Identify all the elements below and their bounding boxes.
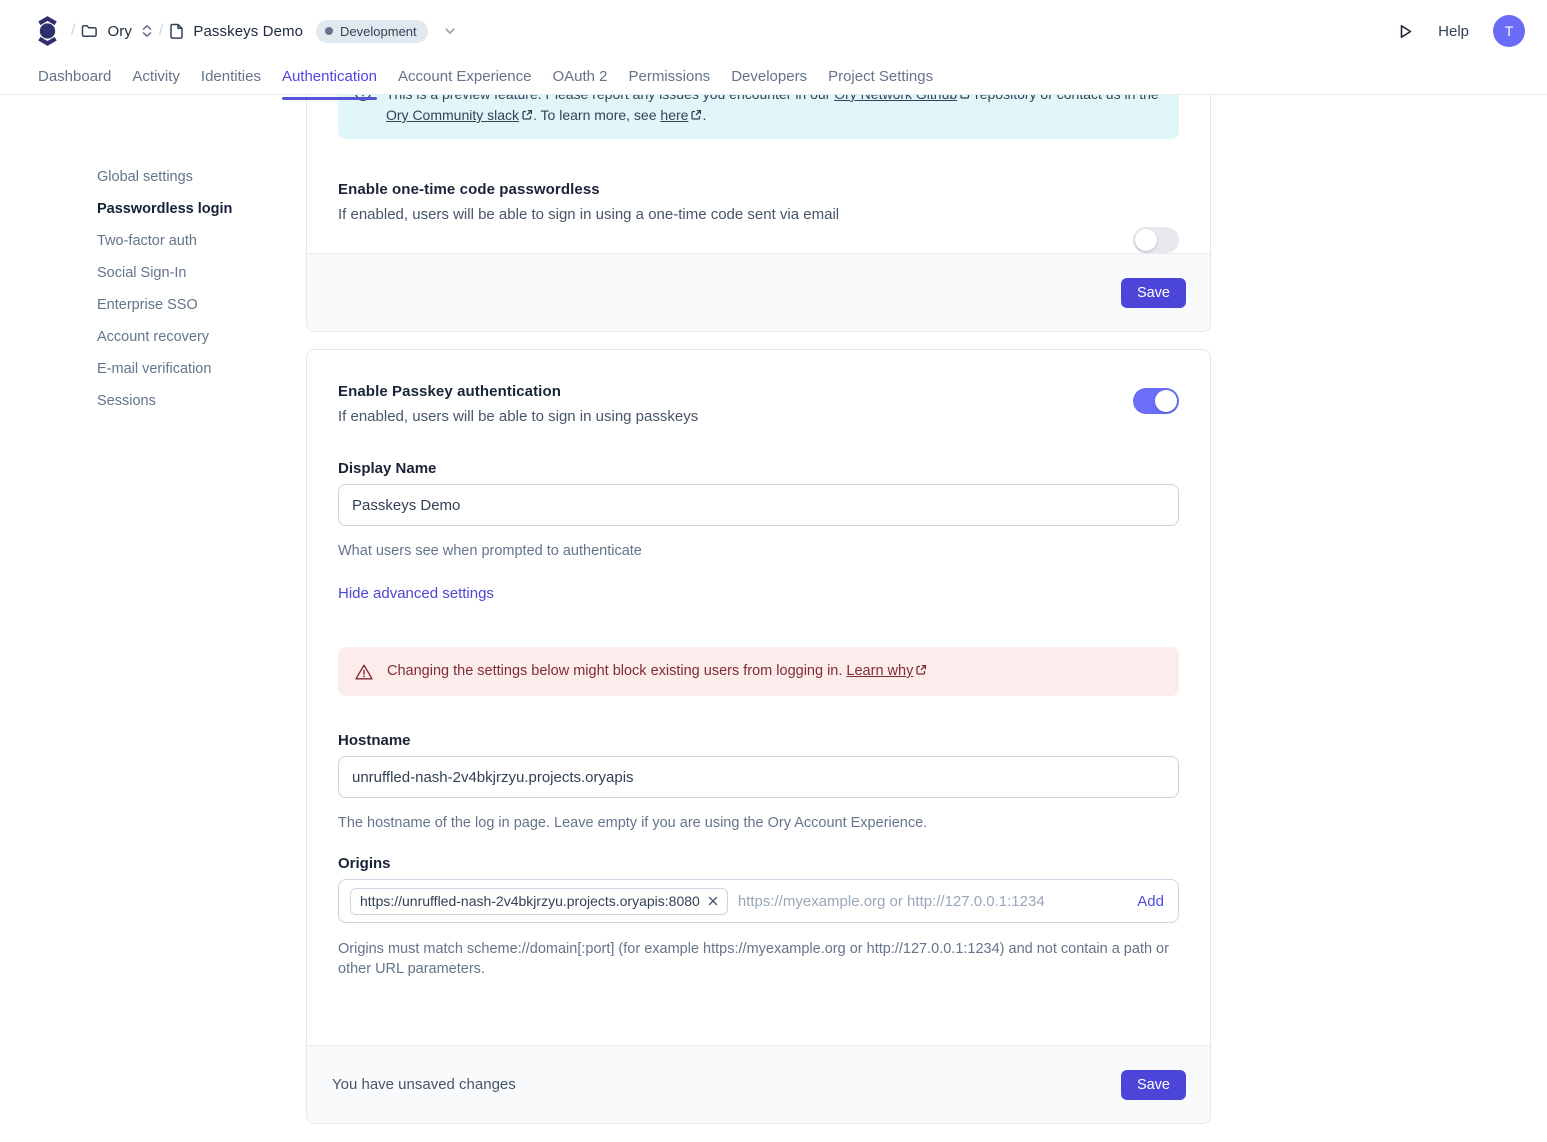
avatar-initial: T [1504,23,1514,39]
warning-icon [355,664,373,679]
breadcrumb-separator: / [158,22,164,39]
learn-more-here-link[interactable]: here [660,107,702,123]
ory-logo[interactable] [36,16,59,46]
toggle-knob [1135,229,1157,251]
tab-account-experience[interactable]: Account Experience [398,68,532,85]
toggle-knob [1155,390,1177,412]
origin-chip-value: https://unruffled-nash-2v4bkjrzyu.projec… [360,893,700,909]
display-name-input[interactable] [338,484,1179,526]
hostname-helper: The hostname of the log in page. Leave e… [338,815,928,831]
sidebar-item-two-factor-auth[interactable]: Two-factor auth [97,233,197,249]
passkey-save-button[interactable]: Save [1120,1069,1186,1100]
warning-banner: Changing the settings below might block … [338,647,1179,696]
external-link-icon [916,664,927,675]
tab-authentication[interactable]: Authentication [281,66,378,100]
origin-chip: https://unruffled-nash-2v4bkjrzyu.projec… [350,887,728,915]
main-nav-tabs: Dashboard Activity Identities Authentica… [38,62,934,100]
chevron-up-down-icon [142,25,152,37]
origins-input-group: https://unruffled-nash-2v4bkjrzyu.projec… [338,879,1179,923]
tab-project-settings[interactable]: Project Settings [828,68,934,85]
tab-dashboard[interactable]: Dashboard [38,68,112,85]
learn-why-link[interactable]: Learn why [846,663,927,679]
passkey-toggle[interactable] [1133,388,1179,414]
external-link-icon [522,109,533,120]
tab-permissions[interactable]: Permissions [628,68,711,85]
sidebar-item-enterprise-sso[interactable]: Enterprise SSO [97,297,198,313]
sidebar-item-sessions[interactable]: Sessions [97,393,156,409]
settings-sidebar: Global settings Passwordless login Two-f… [97,170,287,426]
otp-save-button[interactable]: Save [1120,277,1186,308]
passkey-card: Enable Passkey authentication If enabled… [306,349,1211,1124]
display-name-helper: What users see when prompted to authenti… [338,543,642,559]
project-selector[interactable]: Passkeys Demo Development [163,16,462,47]
sidebar-item-passwordless-login[interactable]: Passwordless login [97,201,233,217]
remove-origin-button[interactable] [708,896,718,906]
tab-activity[interactable]: Activity [132,68,180,85]
otp-section-title: Enable one-time code passwordless [338,181,600,198]
origins-input[interactable] [737,892,1128,910]
play-icon[interactable] [1397,23,1414,40]
sidebar-item-account-recovery[interactable]: Account recovery [97,329,210,345]
tab-identities[interactable]: Identities [200,68,261,85]
environment-badge: Development [316,19,428,43]
hostname-input[interactable] [338,756,1179,798]
workspace-selector[interactable]: Ory [75,19,158,44]
close-icon [708,896,718,906]
user-avatar[interactable]: T [1493,15,1525,47]
help-link[interactable]: Help [1438,22,1469,40]
tab-oauth2[interactable]: OAuth 2 [552,68,608,85]
passkey-section-title: Enable Passkey authentication [338,383,561,400]
preview-banner-text: . To learn more, see [533,107,661,123]
chevron-down-icon[interactable] [443,24,457,38]
external-link-icon [691,109,702,120]
top-bar: / Ory / Passkeys Demo Development Help T [0,0,1547,62]
project-name: Passkeys Demo [193,22,304,40]
ory-logo-icon [38,16,57,46]
document-icon [170,23,184,39]
origins-label: Origins [338,855,391,872]
warning-text: Changing the settings below might block … [387,663,847,679]
sidebar-item-email-verification[interactable]: E-mail verification [97,361,212,377]
main-content: This is a preview feature. Please report… [306,0,1211,1124]
ory-community-slack-link[interactable]: Ory Community slack [386,107,533,123]
origins-helper: Origins must match scheme://domain[:port… [338,941,1169,977]
breadcrumb-separator: / [71,22,76,39]
tab-developers[interactable]: Developers [731,68,808,85]
status-dot [325,27,334,35]
otp-card-footer: Save [307,253,1210,331]
sidebar-item-social-sign-in[interactable]: Social Sign-In [97,265,187,281]
otp-toggle[interactable] [1133,227,1179,253]
environment-badge-label: Development [340,23,417,39]
app-header: / Ory / Passkeys Demo Development Help T… [0,0,1547,100]
passkey-card-footer: You have unsaved changes Save [307,1045,1210,1123]
hide-advanced-settings-link[interactable]: Hide advanced settings [338,585,494,602]
folder-icon [82,25,98,37]
hostname-label: Hostname [338,732,411,749]
workspace-name: Ory [107,22,132,40]
passkey-section-description: If enabled, users will be able to sign i… [338,408,699,425]
preview-banner-text: . [702,107,707,123]
unsaved-changes-status: You have unsaved changes [332,1076,516,1093]
otp-section-description: If enabled, users will be able to sign i… [338,206,840,223]
display-name-label: Display Name [338,460,437,477]
sidebar-item-global-settings[interactable]: Global settings [97,169,193,185]
add-origin-button[interactable]: Add [1137,892,1164,910]
